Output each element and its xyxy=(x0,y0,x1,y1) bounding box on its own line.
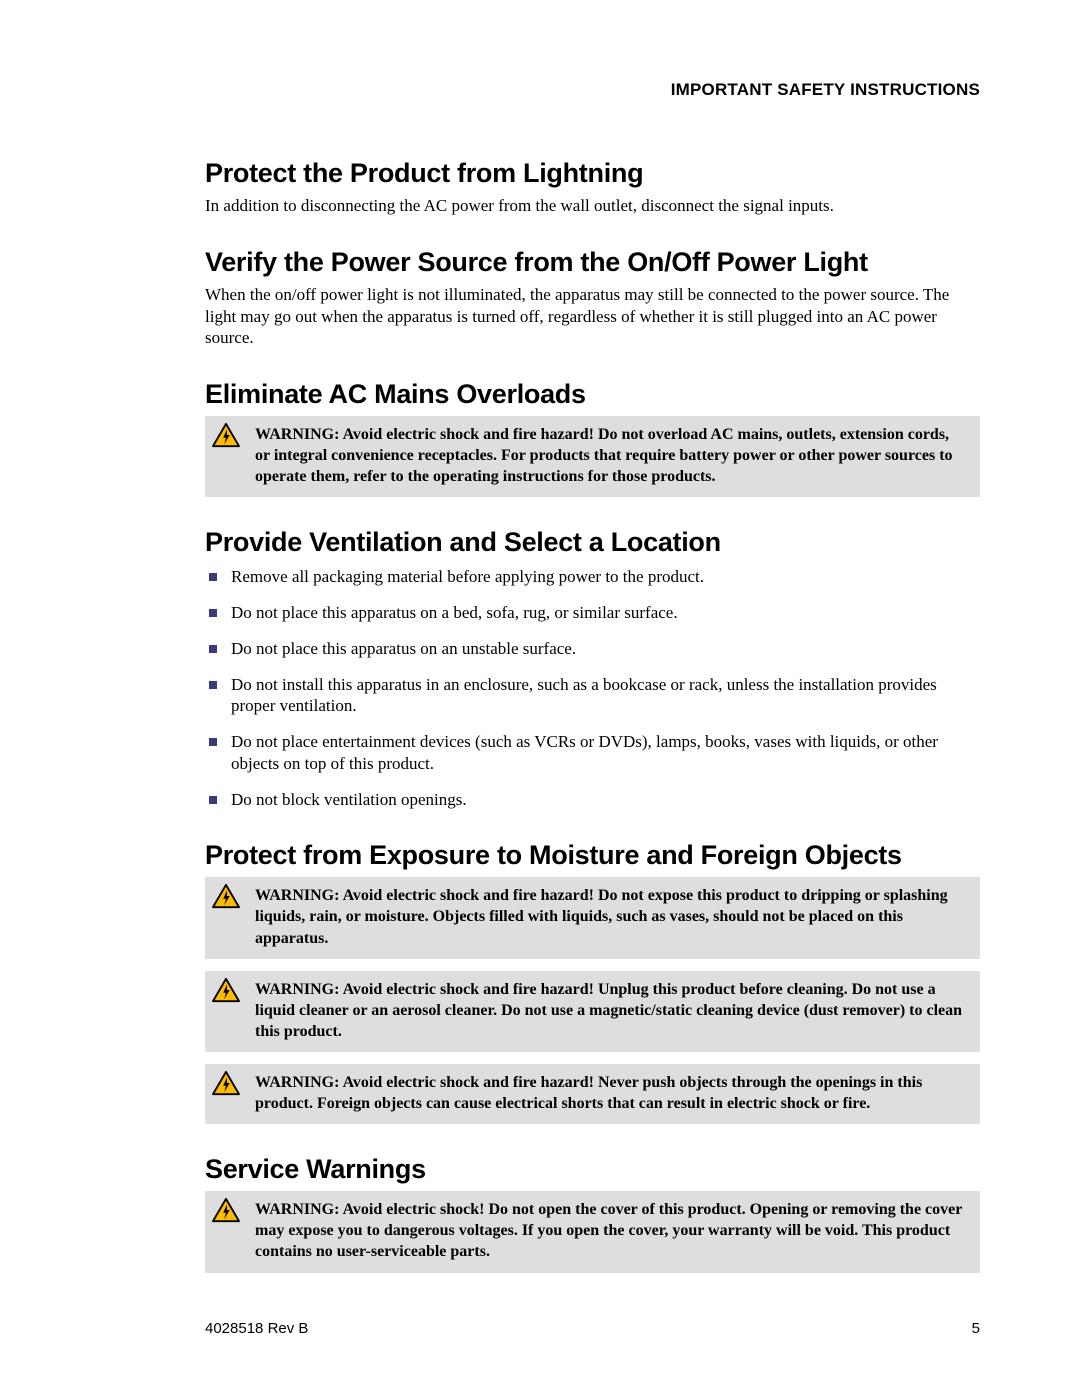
page-footer: 4028518 Rev B 5 xyxy=(205,1320,980,1337)
warning-icon xyxy=(211,1070,241,1102)
heading-overloads: Eliminate AC Mains Overloads xyxy=(205,379,980,410)
warning-text: WARNING: Avoid electric shock and fire h… xyxy=(255,426,953,485)
list-item: Do not place entertainment devices (such… xyxy=(205,731,980,775)
section-moisture: Protect from Exposure to Moisture and Fo… xyxy=(205,840,980,1124)
warning-text: WARNING: Avoid electric shock! Do not op… xyxy=(255,1201,962,1260)
list-item: Do not block ventilation openings. xyxy=(205,789,980,811)
heading-ventilation: Provide Ventilation and Select a Locatio… xyxy=(205,527,980,558)
warning-box-overloads: WARNING: Avoid electric shock and fire h… xyxy=(205,416,980,497)
heading-moisture: Protect from Exposure to Moisture and Fo… xyxy=(205,840,980,871)
list-item: Remove all packaging material before app… xyxy=(205,566,980,588)
section-ventilation: Provide Ventilation and Select a Locatio… xyxy=(205,527,980,810)
warning-box: WARNING: Avoid electric shock and fire h… xyxy=(205,1064,980,1124)
heading-service: Service Warnings xyxy=(205,1154,980,1185)
heading-lightning: Protect the Product from Lightning xyxy=(205,158,980,189)
warning-icon xyxy=(211,1197,241,1229)
footer-doc-id: 4028518 Rev B xyxy=(205,1320,308,1337)
section-lightning: Protect the Product from Lightning In ad… xyxy=(205,158,980,217)
text-lightning: In addition to disconnecting the AC powe… xyxy=(205,195,980,217)
warning-group-moisture: WARNING: Avoid electric shock and fire h… xyxy=(205,877,980,1124)
warning-text: WARNING: Avoid electric shock and fire h… xyxy=(255,1074,922,1112)
page-header: IMPORTANT SAFETY INSTRUCTIONS xyxy=(205,80,980,100)
warning-text: WARNING: Avoid electric shock and fire h… xyxy=(255,981,962,1040)
list-item: Do not place this apparatus on an unstab… xyxy=(205,638,980,660)
list-item: Do not install this apparatus in an encl… xyxy=(205,674,980,718)
ventilation-list: Remove all packaging material before app… xyxy=(205,566,980,810)
text-power-source: When the on/off power light is not illum… xyxy=(205,284,980,349)
footer-page-number: 5 xyxy=(972,1320,980,1337)
warning-box: WARNING: Avoid electric shock and fire h… xyxy=(205,877,980,958)
page: IMPORTANT SAFETY INSTRUCTIONS Protect th… xyxy=(0,0,1080,1397)
warning-text: WARNING: Avoid electric shock and fire h… xyxy=(255,887,948,946)
warning-icon xyxy=(211,422,241,454)
warning-box-service: WARNING: Avoid electric shock! Do not op… xyxy=(205,1191,980,1272)
list-item: Do not place this apparatus on a bed, so… xyxy=(205,602,980,624)
section-service: Service Warnings WARNING: Avoid electric… xyxy=(205,1154,980,1272)
section-overloads: Eliminate AC Mains Overloads WARNING: Av… xyxy=(205,379,980,497)
heading-power-source: Verify the Power Source from the On/Off … xyxy=(205,247,980,278)
warning-icon xyxy=(211,883,241,915)
warning-icon xyxy=(211,977,241,1009)
section-power-source: Verify the Power Source from the On/Off … xyxy=(205,247,980,349)
warning-box: WARNING: Avoid electric shock and fire h… xyxy=(205,971,980,1052)
